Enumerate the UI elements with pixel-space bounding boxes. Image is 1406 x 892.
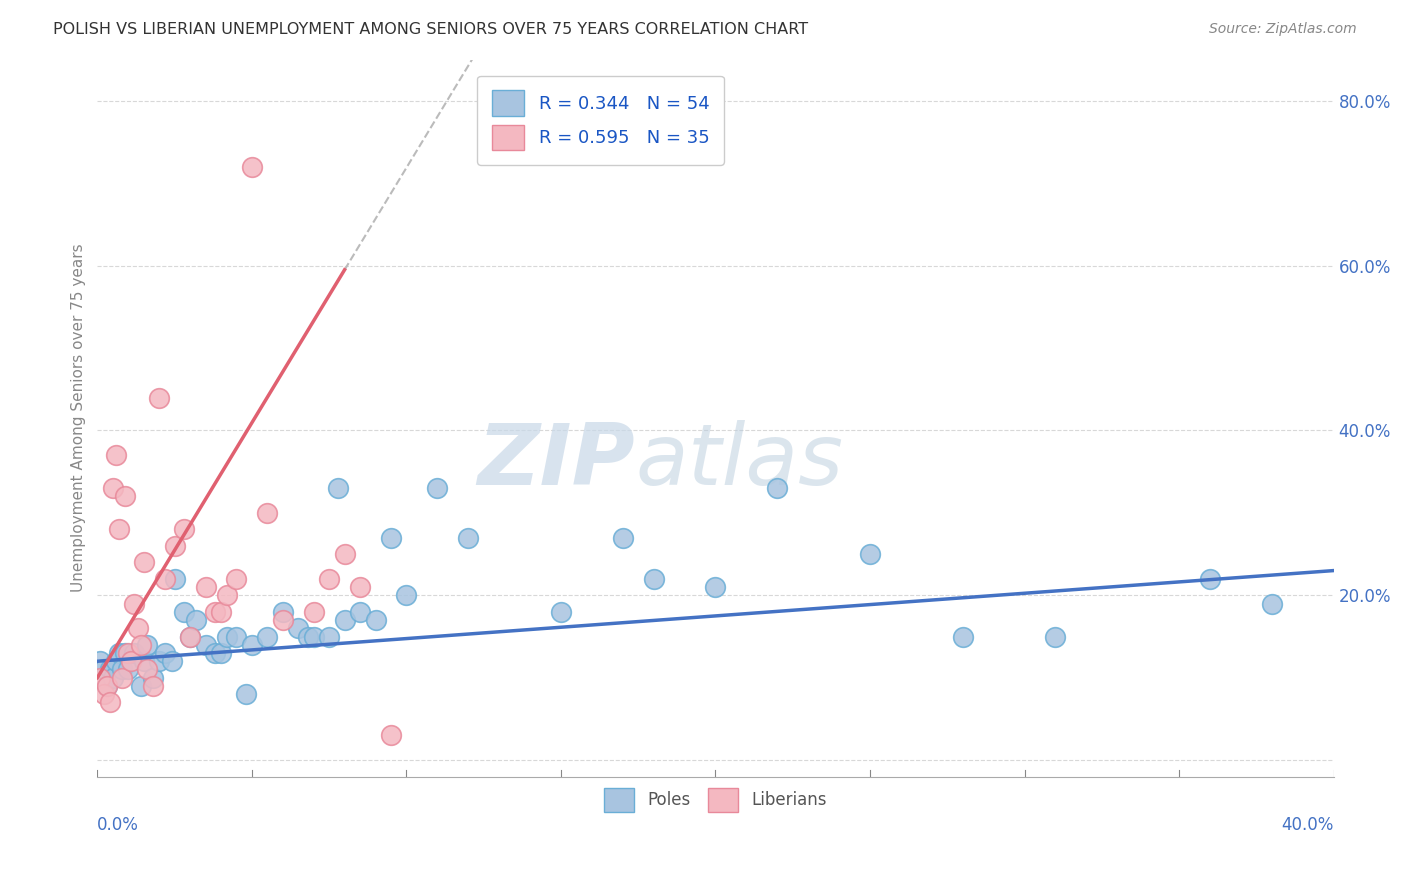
Point — [395, 588, 418, 602]
Point — [457, 531, 479, 545]
Point — [859, 547, 882, 561]
Text: Source: ZipAtlas.com: Source: ZipAtlas.com — [1209, 22, 1357, 37]
Point — [173, 605, 195, 619]
Point — [117, 663, 139, 677]
Point — [297, 630, 319, 644]
Point — [550, 605, 572, 619]
Point — [98, 663, 121, 677]
Point — [204, 605, 226, 619]
Point — [114, 646, 136, 660]
Point — [104, 654, 127, 668]
Point — [194, 580, 217, 594]
Point — [240, 160, 263, 174]
Point — [148, 654, 170, 668]
Point — [612, 531, 634, 545]
Point — [163, 572, 186, 586]
Point — [120, 654, 142, 668]
Point — [287, 621, 309, 635]
Point — [225, 630, 247, 644]
Point — [209, 605, 232, 619]
Point — [271, 613, 294, 627]
Point — [127, 621, 149, 635]
Point — [93, 663, 115, 677]
Point — [129, 638, 152, 652]
Point — [111, 671, 134, 685]
Point — [89, 654, 111, 668]
Point — [643, 572, 665, 586]
Text: 40.0%: 40.0% — [1281, 816, 1334, 834]
Point — [766, 481, 789, 495]
Point — [135, 638, 157, 652]
Point — [179, 630, 201, 644]
Point — [142, 679, 165, 693]
Point — [89, 671, 111, 685]
Point — [333, 613, 356, 627]
Point — [240, 638, 263, 652]
Text: atlas: atlas — [636, 419, 844, 502]
Point — [98, 695, 121, 709]
Text: ZIP: ZIP — [478, 419, 636, 502]
Point — [426, 481, 449, 495]
Point — [333, 547, 356, 561]
Point — [952, 630, 974, 644]
Point — [1045, 630, 1067, 644]
Point — [328, 481, 350, 495]
Point — [318, 630, 340, 644]
Point — [155, 572, 177, 586]
Legend: Poles, Liberians: Poles, Liberians — [598, 781, 834, 819]
Y-axis label: Unemployment Among Seniors over 75 years: Unemployment Among Seniors over 75 years — [72, 244, 86, 592]
Point — [148, 391, 170, 405]
Point — [114, 490, 136, 504]
Point — [302, 630, 325, 644]
Point — [101, 671, 124, 685]
Point — [349, 580, 371, 594]
Point — [160, 654, 183, 668]
Point — [124, 646, 146, 660]
Point — [349, 605, 371, 619]
Point — [217, 588, 239, 602]
Point — [204, 646, 226, 660]
Point — [318, 572, 340, 586]
Point — [1261, 597, 1284, 611]
Point — [380, 531, 402, 545]
Point — [96, 679, 118, 693]
Point — [302, 605, 325, 619]
Point — [194, 638, 217, 652]
Point — [129, 679, 152, 693]
Point — [142, 671, 165, 685]
Point — [163, 539, 186, 553]
Point — [186, 613, 208, 627]
Point — [101, 481, 124, 495]
Point — [209, 646, 232, 660]
Point — [271, 605, 294, 619]
Point — [132, 654, 155, 668]
Point — [1199, 572, 1222, 586]
Point — [155, 646, 177, 660]
Point — [256, 506, 278, 520]
Point — [108, 522, 131, 536]
Point — [132, 555, 155, 569]
Point — [364, 613, 387, 627]
Text: POLISH VS LIBERIAN UNEMPLOYMENT AMONG SENIORS OVER 75 YEARS CORRELATION CHART: POLISH VS LIBERIAN UNEMPLOYMENT AMONG SE… — [53, 22, 808, 37]
Point — [135, 663, 157, 677]
Point — [235, 687, 257, 701]
Point — [704, 580, 727, 594]
Point — [179, 630, 201, 644]
Point — [96, 679, 118, 693]
Text: 0.0%: 0.0% — [97, 816, 139, 834]
Point — [256, 630, 278, 644]
Point — [93, 687, 115, 701]
Point — [225, 572, 247, 586]
Point — [111, 663, 134, 677]
Point — [124, 597, 146, 611]
Point — [117, 646, 139, 660]
Point — [173, 522, 195, 536]
Point — [217, 630, 239, 644]
Point — [104, 448, 127, 462]
Point — [108, 646, 131, 660]
Point — [380, 728, 402, 742]
